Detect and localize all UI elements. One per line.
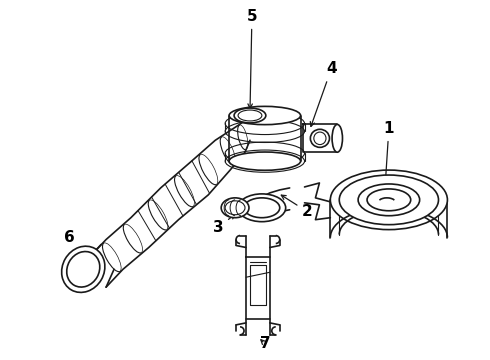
Ellipse shape (62, 246, 105, 292)
Ellipse shape (234, 108, 266, 123)
Text: 5: 5 (246, 9, 257, 108)
Ellipse shape (221, 198, 249, 218)
Ellipse shape (229, 106, 300, 125)
Ellipse shape (225, 201, 245, 215)
Text: 7: 7 (260, 336, 270, 351)
Ellipse shape (367, 189, 411, 211)
Ellipse shape (358, 184, 419, 216)
Text: 3: 3 (213, 214, 235, 235)
Ellipse shape (67, 252, 100, 287)
Ellipse shape (244, 198, 280, 218)
Ellipse shape (238, 194, 286, 222)
Text: 6: 6 (64, 230, 88, 278)
Text: 2: 2 (281, 195, 313, 219)
Ellipse shape (332, 125, 343, 152)
Ellipse shape (229, 152, 300, 170)
Ellipse shape (330, 170, 447, 230)
Ellipse shape (310, 129, 329, 147)
Text: 4: 4 (310, 61, 337, 126)
Text: 1: 1 (382, 121, 394, 201)
Ellipse shape (339, 175, 439, 225)
